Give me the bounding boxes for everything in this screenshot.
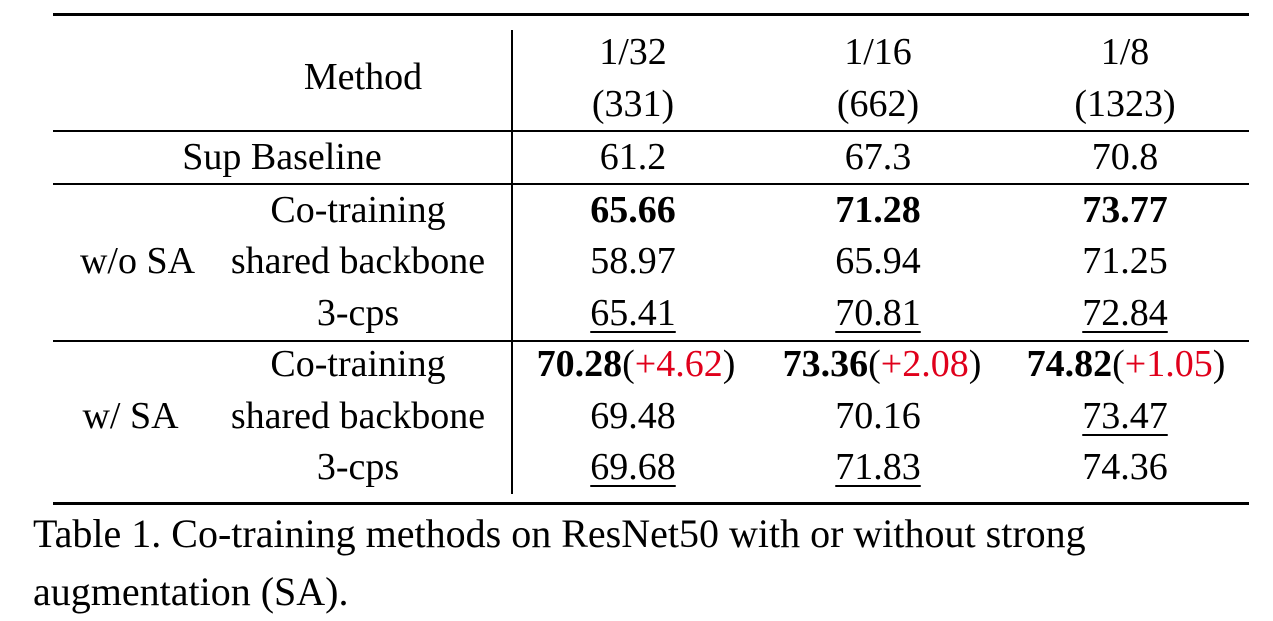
method-label: shared backbone bbox=[230, 395, 486, 437]
underlined-value: 69.68 bbox=[590, 446, 676, 488]
value-cell: 70.16 bbox=[835, 395, 921, 437]
group-label: w/o SA bbox=[79, 240, 196, 282]
header-method: Method bbox=[303, 56, 423, 98]
method-label: 3-cps bbox=[316, 292, 400, 334]
header-split-count: (1323) bbox=[1074, 83, 1176, 125]
value-cell: 72.84 bbox=[1040, 287, 1210, 339]
baseline-separator bbox=[53, 183, 1249, 185]
underlined-value: 65.41 bbox=[590, 292, 676, 334]
paren-open: ( bbox=[1112, 343, 1125, 385]
paren-open: ( bbox=[622, 343, 635, 385]
header-split-fraction: 1/8 bbox=[1100, 31, 1150, 73]
delta-value: +1.05 bbox=[1124, 343, 1213, 385]
header-split-fraction: 1/16 bbox=[844, 31, 912, 73]
caption-line: augmentation (SA). bbox=[33, 569, 349, 614]
paren-close: ) bbox=[1212, 343, 1226, 385]
value-cell: 71.25 bbox=[1082, 240, 1168, 282]
header-split-count: (331) bbox=[591, 83, 675, 125]
value-cell: 71.28 bbox=[835, 189, 921, 231]
value-cell: 74.36 bbox=[1082, 446, 1168, 488]
table-bottom-rule bbox=[53, 502, 1249, 505]
value-cell-with-delta: 74.82(+1.05) bbox=[1004, 338, 1248, 390]
underlined-value: 73.47 bbox=[1082, 395, 1168, 437]
paren-open: ( bbox=[868, 343, 881, 385]
table-caption: Table 1. Co-training methods on ResNet50… bbox=[33, 505, 1263, 621]
table-top-rule bbox=[53, 13, 1249, 16]
bold-value: 70.28 bbox=[536, 343, 623, 385]
value-cell: 69.68 bbox=[548, 441, 718, 493]
value-cell-with-delta: 73.36(+2.08) bbox=[760, 338, 1004, 390]
underlined-value: 70.81 bbox=[835, 292, 921, 334]
value-cell: 71.83 bbox=[793, 441, 963, 493]
header-separator bbox=[53, 130, 1249, 132]
method-label: Co-training bbox=[270, 343, 446, 385]
caption-line: Table 1. Co-training methods on ResNet50… bbox=[33, 511, 1086, 556]
value-cell: 70.81 bbox=[793, 287, 963, 339]
value-cell: 58.97 bbox=[590, 240, 676, 282]
delta-value: +2.08 bbox=[880, 343, 969, 385]
baseline-label: Sup Baseline bbox=[182, 136, 382, 178]
value-cell: 65.66 bbox=[590, 189, 676, 231]
underlined-value: 72.84 bbox=[1082, 292, 1168, 334]
header-split-fraction: 1/32 bbox=[599, 31, 667, 73]
paren-close: ) bbox=[722, 343, 736, 385]
value-cell: 65.94 bbox=[835, 240, 921, 282]
value-cell: 65.41 bbox=[548, 287, 718, 339]
paren-close: ) bbox=[968, 343, 982, 385]
bold-value: 74.82 bbox=[1026, 343, 1113, 385]
header-split-count: (662) bbox=[836, 83, 920, 125]
underlined-value: 71.83 bbox=[835, 446, 921, 488]
baseline-value: 70.8 bbox=[1091, 136, 1159, 178]
value-cell-with-delta: 70.28(+4.62) bbox=[514, 338, 758, 390]
baseline-value: 67.3 bbox=[844, 136, 912, 178]
group-separator bbox=[53, 340, 1249, 342]
bold-value: 73.36 bbox=[782, 343, 869, 385]
baseline-value: 61.2 bbox=[599, 136, 667, 178]
column-divider bbox=[511, 30, 513, 494]
group-label: w/ SA bbox=[82, 395, 179, 437]
value-cell: 73.77 bbox=[1082, 189, 1168, 231]
value-cell: 69.48 bbox=[590, 395, 676, 437]
delta-value: +4.62 bbox=[634, 343, 723, 385]
value-cell: 73.47 bbox=[1040, 390, 1210, 442]
method-label: shared backbone bbox=[230, 240, 486, 282]
method-label: 3-cps bbox=[316, 446, 400, 488]
method-label: Co-training bbox=[270, 189, 446, 231]
